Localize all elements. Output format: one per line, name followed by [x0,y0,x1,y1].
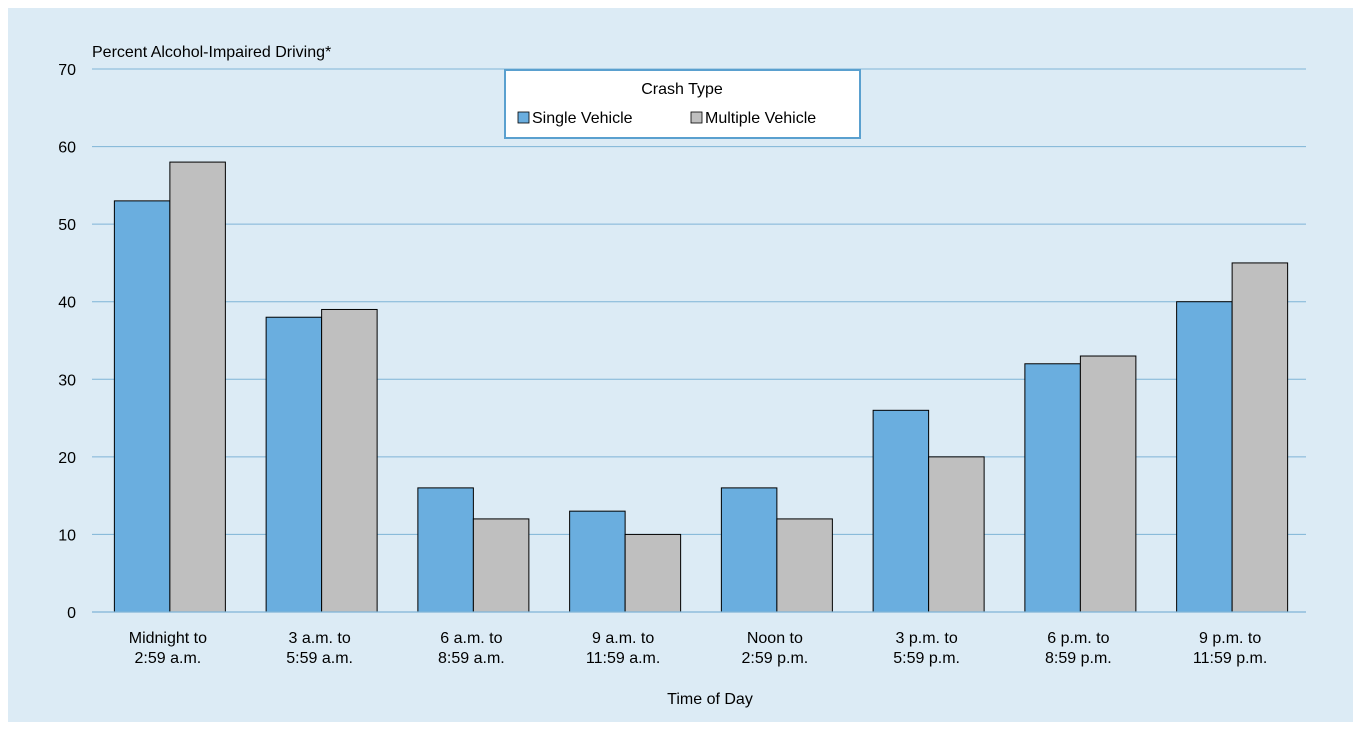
bar-multiple-vehicle-5 [928,456,985,613]
x-tick-label: 2:59 p.m. [742,650,809,667]
x-tick-label: 5:59 p.m. [893,650,960,667]
y-tick-label: 30 [58,372,76,389]
bar-multiple-vehicle-0 [169,161,226,613]
legend-swatch-single-vehicle [517,111,530,124]
legend-label-multiple-vehicle: Multiple Vehicle [705,110,816,127]
bars [113,161,1289,613]
bar-single-vehicle-6 [1024,363,1081,613]
bar-multiple-vehicle-3 [624,533,682,613]
bar-multiple-vehicle-4 [776,518,833,613]
y-tick-label: 60 [58,140,76,157]
y-tick-label: 40 [58,295,76,312]
bar-single-vehicle-3 [569,510,626,613]
x-tick-label: 5:59 a.m. [286,650,353,667]
bar-single-vehicle-5 [872,409,930,613]
bar-multiple-vehicle-1 [321,308,378,613]
x-tick-label: 11:59 a.m. [586,650,660,667]
bar-multiple-vehicle-6 [1079,355,1137,613]
bar-multiple-vehicle-7 [1231,262,1289,613]
x-tick-label: 11:59 p.m. [1193,650,1267,667]
bar-single-vehicle-2 [417,487,474,613]
bar-single-vehicle-1 [265,316,323,613]
legend-box [504,69,861,139]
bar-single-vehicle-7 [1176,301,1233,613]
x-tick-label: 3 p.m. to [896,630,958,647]
x-tick-label: Midnight to [129,630,207,647]
bar-single-vehicle-0 [113,200,171,613]
y-axis-label: Percent Alcohol-Impaired Driving* [92,44,331,61]
legend-swatch-multiple-vehicle [690,111,703,124]
x-tick-label: 8:59 a.m. [438,650,505,667]
bar-multiple-vehicle-2 [472,518,530,613]
legend-title: Crash Type [641,81,723,98]
x-tick-label: 9 p.m. to [1199,630,1261,647]
x-tick-label: 8:59 p.m. [1045,650,1112,667]
x-tick-label: 6 a.m. to [440,630,502,647]
y-tick-label: 20 [58,450,76,467]
chart-frame: 0 10 20 30 40 50 60 70 Midnight to 2:59 a.m. 3 a.m… [8,8,1353,722]
legend-entry-single-vehicle: Single Vehicle [517,110,633,127]
x-tick-label: 3 a.m. to [289,630,351,647]
y-tick-label: 50 [58,217,76,234]
axes: 0 10 20 30 40 50 60 70 Midnight to 2:59 a.m. 3 a.m… [58,62,1306,667]
x-tick-label: Noon to [747,630,803,647]
legend-entry-multiple-vehicle: Multiple Vehicle [690,110,816,127]
legend: Crash Type Single Vehicle Multiple Vehic… [504,69,861,139]
legend-label-single-vehicle: Single Vehicle [532,110,633,127]
bar-chart: 0 10 20 30 40 50 60 70 Midnight to 2:59 a.m. 3 a.m… [58,44,1306,708]
x-tick-label: 9 a.m. to [592,630,654,647]
x-axis-label: Time of Day [667,691,753,708]
y-tick-label: 0 [67,605,76,622]
y-tick-label: 70 [58,62,76,79]
bar-single-vehicle-4 [720,487,778,613]
x-tick-label: 6 p.m. to [1047,630,1109,647]
x-tick-label: 2:59 a.m. [135,650,202,667]
y-tick-label: 10 [58,527,76,544]
